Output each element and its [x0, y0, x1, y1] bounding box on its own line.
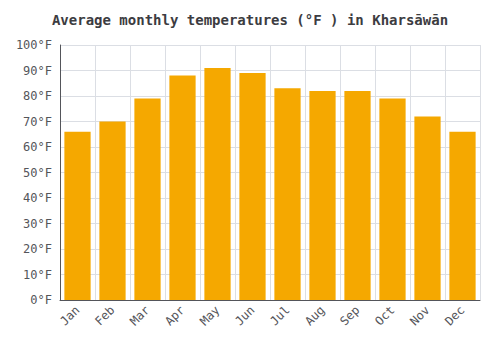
svg-text:Jun: Jun	[232, 303, 257, 328]
svg-text:Oct: Oct	[372, 303, 397, 328]
svg-text:20°F: 20°F	[23, 242, 52, 256]
svg-text:Average monthly temperatures (: Average monthly temperatures (°F ) in Kh…	[52, 12, 448, 28]
svg-text:May: May	[197, 303, 222, 328]
svg-text:90°F: 90°F	[23, 64, 52, 78]
svg-text:30°F: 30°F	[23, 217, 52, 231]
svg-text:Nov: Nov	[407, 303, 432, 328]
svg-text:Feb: Feb	[92, 303, 117, 328]
svg-text:10°F: 10°F	[23, 268, 52, 282]
svg-text:Sep: Sep	[337, 303, 362, 328]
svg-text:Mar: Mar	[127, 303, 152, 328]
svg-text:100°F: 100°F	[16, 38, 52, 52]
svg-text:50°F: 50°F	[23, 166, 52, 180]
svg-text:40°F: 40°F	[23, 191, 52, 205]
svg-text:Dec: Dec	[442, 303, 467, 328]
svg-text:Apr: Apr	[162, 303, 187, 328]
svg-text:60°F: 60°F	[23, 140, 52, 154]
svg-text:0°F: 0°F	[30, 293, 52, 307]
svg-text:70°F: 70°F	[23, 115, 52, 129]
svg-text:Jan: Jan	[57, 303, 82, 328]
svg-text:80°F: 80°F	[23, 89, 52, 103]
svg-text:Jul: Jul	[267, 303, 292, 328]
svg-text:Aug: Aug	[302, 303, 327, 328]
